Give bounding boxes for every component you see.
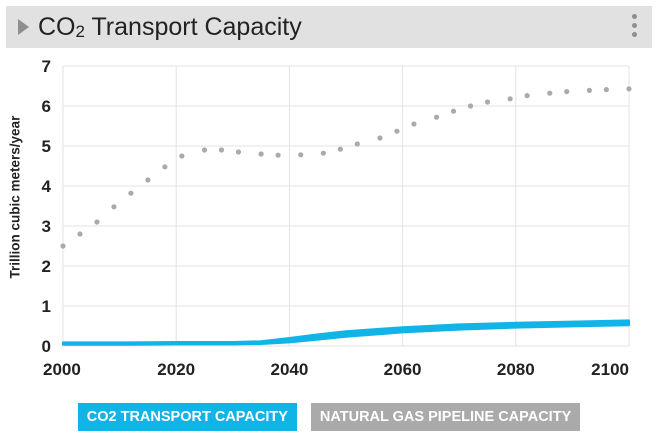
more-menu-icon[interactable] — [632, 14, 638, 40]
natural-gas-point[interactable] — [603, 87, 609, 93]
natural-gas-point[interactable] — [235, 149, 242, 155]
legend-item-co2[interactable]: CO2 TRANSPORT CAPACITY — [77, 403, 297, 431]
natural-gas-point[interactable] — [564, 89, 570, 95]
natural-gas-point[interactable] — [524, 93, 530, 99]
legend-item-natural-gas[interactable]: NATURAL GAS PIPELINE CAPACITY — [310, 403, 581, 431]
title-main: CO — [38, 13, 76, 41]
natural-gas-point[interactable] — [162, 164, 168, 170]
chart-header: CO2 Transport Capacity — [6, 6, 652, 48]
natural-gas-point[interactable] — [60, 243, 66, 249]
natural-gas-point[interactable] — [111, 204, 117, 210]
natural-gas-point[interactable] — [484, 99, 491, 105]
x-tick-label: 2040 — [270, 360, 308, 379]
natural-gas-point[interactable] — [145, 177, 151, 183]
natural-gas-point[interactable] — [394, 128, 400, 134]
natural-gas-point[interactable] — [467, 103, 474, 109]
natural-gas-point[interactable] — [320, 150, 326, 156]
title-subscript: 2 — [75, 22, 85, 41]
natural-gas-point[interactable] — [547, 90, 553, 96]
natural-gas-point[interactable] — [433, 114, 440, 120]
natural-gas-point[interactable] — [201, 147, 208, 153]
x-tick-label: 2060 — [384, 360, 422, 379]
x-tick-label: 2080 — [497, 360, 535, 379]
y-tick-label: 2 — [42, 257, 51, 276]
natural-gas-point[interactable] — [337, 146, 343, 152]
natural-gas-point[interactable] — [411, 121, 417, 127]
y-axis-label: Trillion cubic meters/year — [7, 115, 23, 279]
natural-gas-point[interactable] — [275, 152, 281, 158]
natural-gas-point[interactable] — [354, 141, 360, 147]
natural-gas-point[interactable] — [77, 231, 83, 237]
natural-gas-point[interactable] — [626, 86, 632, 92]
natural-gas-point[interactable] — [586, 87, 592, 93]
natural-gas-point[interactable] — [377, 135, 383, 141]
natural-gas-point[interactable] — [94, 219, 100, 225]
natural-gas-point[interactable] — [298, 152, 304, 158]
natural-gas-point[interactable] — [179, 153, 185, 159]
y-tick-label: 7 — [42, 57, 51, 76]
natural-gas-point[interactable] — [218, 147, 225, 153]
natural-gas-point[interactable] — [258, 151, 264, 157]
y-tick-label: 5 — [42, 137, 51, 156]
x-tick-label: 2100 — [591, 360, 629, 379]
y-tick-label: 0 — [42, 337, 51, 356]
natural-gas-point[interactable] — [128, 190, 134, 196]
natural-gas-point[interactable] — [507, 96, 513, 102]
title-rest: Transport Capacity — [84, 13, 302, 41]
chart-title: CO2 Transport Capacity — [38, 12, 302, 47]
y-tick-label: 4 — [42, 177, 52, 196]
x-tick-label: 2020 — [157, 360, 195, 379]
legend: CO2 TRANSPORT CAPACITY NATURAL GAS PIPEL… — [0, 403, 658, 431]
y-tick-label: 1 — [42, 297, 51, 316]
x-tick-label: 2000 — [43, 360, 81, 379]
y-tick-label: 6 — [42, 97, 51, 116]
series-co2-transport-capacity[interactable] — [62, 319, 630, 346]
y-tick-label: 3 — [42, 217, 51, 236]
play-icon[interactable] — [18, 19, 29, 35]
natural-gas-point[interactable] — [450, 108, 457, 114]
